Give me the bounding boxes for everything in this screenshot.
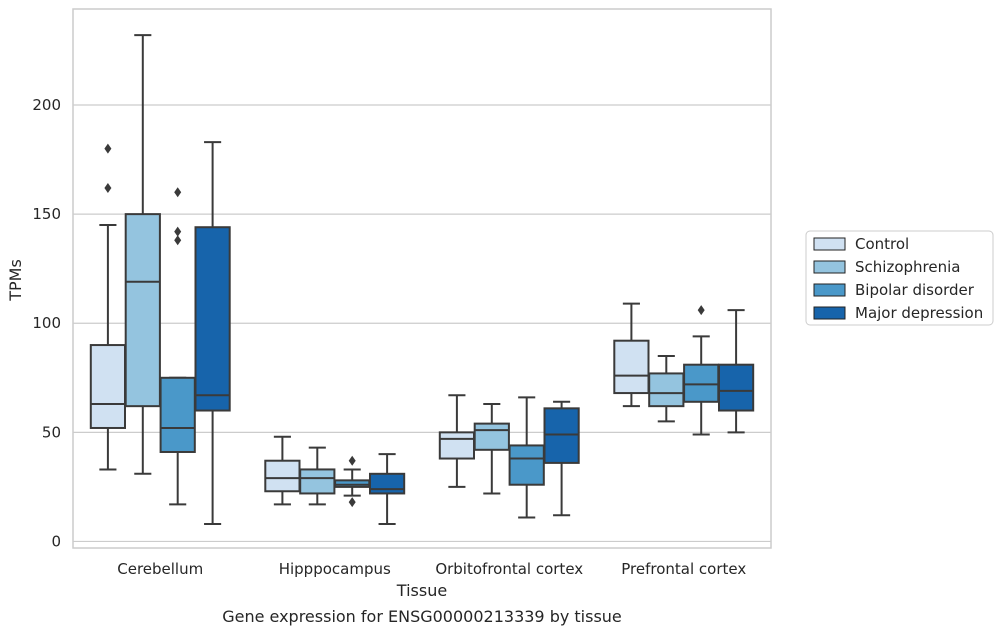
- box-1-2: [334, 455, 371, 508]
- box-3-2: [683, 305, 720, 436]
- outlier-point: [174, 187, 182, 198]
- legend-label: Schizophrenia: [855, 258, 960, 276]
- box-body: [508, 444, 545, 486]
- box-0-0: [89, 143, 127, 471]
- box-2-3: [543, 400, 580, 517]
- box-body: [334, 479, 371, 488]
- box-1-3: [368, 453, 406, 525]
- outlier-point: [174, 235, 182, 246]
- y-tick-label-50: 50: [42, 423, 61, 441]
- box-0-2: [159, 187, 196, 506]
- box-body: [473, 422, 510, 451]
- box-3-0: [613, 302, 650, 408]
- box-body: [368, 472, 406, 495]
- box-1-0: [264, 435, 301, 506]
- x-tick-label: Orbitofrontal cortex: [435, 560, 583, 578]
- figure-caption: Gene expression for ENSG00000213339 by t…: [222, 607, 622, 626]
- outlier-point: [104, 143, 112, 154]
- outlier-point: [174, 226, 182, 237]
- box-body: [299, 468, 336, 495]
- box-body: [717, 363, 755, 412]
- box-1-1: [299, 446, 336, 506]
- outlier-point: [348, 497, 356, 508]
- y-axis-label: TPMs: [6, 259, 25, 302]
- legend-frame: [805, 230, 994, 326]
- y-axis-ticks: 0 50 100 150 200: [32, 96, 61, 550]
- box-body: [159, 376, 196, 453]
- legend-label: Major depression: [855, 304, 983, 322]
- legend-swatch: [813, 283, 846, 297]
- box-body: [438, 431, 476, 460]
- outlier-point: [697, 305, 705, 316]
- y-tick-label-200: 200: [32, 96, 61, 114]
- legend-swatch: [813, 237, 846, 251]
- legend: Control Schizophrenia Bipolar disorder Majo…: [805, 230, 994, 326]
- y-tick-label-100: 100: [32, 314, 61, 332]
- box-2-0: [438, 394, 476, 488]
- box-2-2: [508, 396, 545, 519]
- box-body: [543, 407, 580, 464]
- box-body: [264, 459, 301, 493]
- outlier-point: [348, 455, 356, 466]
- y-tick-label-0: 0: [51, 532, 61, 550]
- x-axis-ticks: Cerebellum Hipppocampus Orbitofrontal cort…: [117, 560, 746, 578]
- box-2-1: [473, 402, 510, 495]
- box-body: [124, 213, 161, 408]
- box-3-3: [717, 309, 755, 434]
- legend-swatch: [813, 260, 846, 274]
- legend-label: Control: [855, 235, 909, 253]
- x-tick-label: Cerebellum: [117, 560, 203, 578]
- box-body: [613, 339, 650, 395]
- x-tick-label: Prefrontal cortex: [621, 560, 746, 578]
- box-0-1: [124, 34, 161, 475]
- box-body: [648, 372, 685, 408]
- box-0-3: [194, 141, 231, 525]
- boxes-layer: [89, 34, 755, 525]
- x-tick-label: Hipppocampus: [279, 560, 391, 578]
- plot-area-frame: [72, 8, 772, 549]
- box-body: [683, 363, 720, 403]
- box-3-1: [648, 354, 685, 423]
- legend-swatch: [813, 306, 846, 320]
- box-body: [194, 226, 231, 412]
- y-tick-label-150: 150: [32, 205, 61, 223]
- legend-label: Bipolar disorder: [855, 281, 975, 299]
- outlier-point: [104, 182, 112, 193]
- x-axis-label: Tissue: [396, 581, 447, 600]
- box-body: [89, 344, 127, 429]
